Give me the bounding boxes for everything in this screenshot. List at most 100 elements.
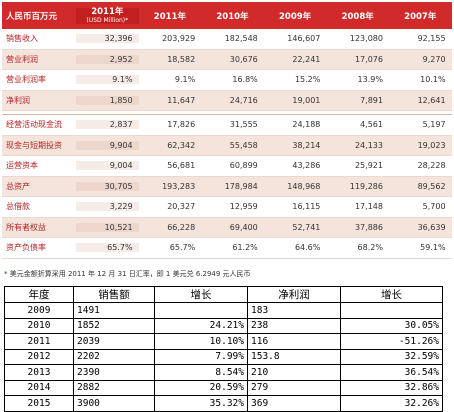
net-profit-cell: 279 (247, 379, 341, 396)
header-usd-year: 2011年 (91, 6, 124, 17)
usd-value-cell: 9,904 (76, 140, 139, 150)
year-cell: 2010 (4, 317, 74, 334)
value-cell: 7,891 (360, 95, 383, 105)
value-cell: 17,826 (167, 120, 196, 130)
profit-growth-cell: 36.54% (340, 364, 443, 381)
financial-table-header: 人民币百万元 2011年 (USD Million)* 2011年 2010年 … (2, 2, 452, 29)
row-label: 净利润 (6, 95, 30, 105)
net-profit-cell: 210 (247, 364, 341, 381)
financial-row: 现金与短期投资 9,904 62,342 55,458 38,214 24,133 19,0… (2, 135, 452, 156)
year-cell: 2012 (4, 348, 74, 365)
row-label: 销售收入 (6, 34, 38, 44)
financial-summary-table: 人民币百万元 2011年 (USD Million)* 2011年 2010年 … (2, 2, 452, 259)
row-label: 总资产 (6, 181, 30, 191)
net-profit-cell: 116 (247, 333, 341, 350)
net-profit-cell: 369 (247, 395, 341, 412)
row-label: 营业利润率 (6, 75, 46, 85)
sales-cell: 2882 (73, 379, 155, 396)
net-profit-cell: 238 (247, 317, 341, 334)
row-label: 资产负债率 (6, 243, 46, 253)
usd-value-cell: 3,229 (76, 202, 139, 212)
value-cell: 193,283 (162, 181, 196, 191)
value-cell: 24,188 (292, 120, 321, 130)
value-cell: 31,555 (229, 120, 258, 130)
value-cell: 15.2% (294, 75, 321, 85)
header-year: 2008年 (341, 11, 374, 22)
financial-row: 销售收入 32,396 203,929 182,548 146,607 123,080 92… (2, 29, 452, 50)
sales-growth-cell: 8.54% (154, 364, 248, 381)
value-cell: 52,741 (292, 222, 321, 232)
value-cell: 28,228 (417, 161, 446, 171)
row-label: 现金与短期投资 (6, 140, 62, 150)
value-cell: 203,929 (162, 34, 196, 44)
value-cell: 59.1% (420, 243, 446, 253)
year-cell: 2014 (4, 379, 74, 396)
table-row: 2010 1852 24.21% 238 30.05% (4, 317, 443, 334)
column-header-sales: 销售额 (73, 286, 155, 303)
header-year: 2011年 (153, 11, 186, 22)
profit-growth-cell: 30.05% (340, 317, 443, 334)
value-cell: 12,641 (417, 95, 446, 105)
usd-value-cell: 2,837 (76, 120, 139, 130)
financial-row: 资产负债率 65.7% 65.7% 61.2% 64.6% 68.2% 59.1% (2, 238, 452, 259)
sales-cell: 3900 (73, 395, 155, 412)
value-cell: 5,197 (422, 120, 446, 130)
growth-table: 年度 销售额 增长 净利润 增长 2009 1491 183 2010 1852 24.2… (4, 286, 443, 412)
value-cell: 89,562 (417, 181, 446, 191)
sales-cell: 1491 (73, 302, 155, 319)
sales-growth-cell: 20.59% (154, 379, 248, 396)
sales-cell: 2202 (73, 348, 155, 365)
value-cell: 9,270 (422, 54, 446, 64)
financial-row: 所有者权益 10,521 66,228 69,400 52,741 37,886 36,63… (2, 217, 452, 238)
value-cell: 16.8% (232, 75, 258, 85)
value-cell: 11,647 (167, 95, 196, 105)
value-cell: 17,148 (354, 202, 383, 212)
row-label: 总借款 (6, 202, 30, 212)
value-cell: 178,984 (224, 181, 258, 191)
sales-growth-cell: 35.32% (154, 395, 248, 412)
profit-growth-cell (340, 302, 443, 319)
usd-value-cell: 65.7% (76, 243, 139, 253)
usd-value-cell: 2,952 (76, 54, 139, 64)
column-header-year: 年度 (4, 286, 74, 303)
header-currency-label: 人民币百万元 (6, 11, 58, 22)
value-cell: 56,681 (167, 161, 196, 171)
year-cell: 2013 (4, 364, 74, 381)
value-cell: 62,342 (167, 140, 196, 150)
usd-value-cell: 1,850 (76, 95, 139, 105)
table-row: 2013 2390 8.54% 210 36.54% (4, 364, 443, 381)
value-cell: 5,700 (422, 202, 446, 212)
row-label: 营业利润 (6, 54, 38, 64)
value-cell: 20,327 (167, 202, 196, 212)
value-cell: 69,400 (229, 222, 258, 232)
sales-growth-cell: 7.99% (154, 348, 248, 365)
value-cell: 38,214 (292, 140, 321, 150)
financial-row: 营业利润 2,952 18,582 30,676 22,241 17,076 9,270 (2, 49, 452, 70)
header-year: 2010年 (216, 11, 249, 22)
table-row: 2015 3900 35.32% 369 32.26% (4, 395, 443, 412)
row-label: 经营活动现金流 (6, 120, 62, 130)
value-cell: 25,921 (354, 161, 383, 171)
value-cell: 182,548 (224, 34, 258, 44)
value-cell: 64.6% (294, 243, 321, 253)
usd-value-cell: 9.1% (76, 75, 139, 85)
value-cell: 92,155 (417, 34, 446, 44)
sales-growth-cell (154, 302, 248, 319)
financial-row: 运营资本 9,004 56,681 60,899 43,286 25,921 28,228 (2, 156, 452, 177)
currency-footnote: * 美元金额折算采用 2011 年 12 月 31 日汇率，即 1 美元兑 6.… (4, 270, 251, 278)
usd-value-cell: 32,396 (76, 34, 139, 44)
header-year: 2007年 (404, 11, 437, 22)
year-cell: 2015 (4, 395, 74, 412)
financial-row: 总资产 30,705 193,283 178,984 148,968 119,286 89,… (2, 176, 452, 197)
header-usd-unit: (USD Million)* (86, 16, 129, 24)
value-cell: 24,133 (354, 140, 383, 150)
header-year: 2009年 (278, 11, 312, 22)
value-cell: 9.1% (174, 75, 196, 85)
value-cell: 119,286 (349, 181, 383, 191)
value-cell: 66,228 (167, 222, 196, 232)
financial-row: 经营活动现金流 2,837 17,826 31,555 24,188 4,561 5,197 (2, 114, 452, 136)
value-cell: 43,286 (292, 161, 321, 171)
profit-growth-cell: 32.86% (340, 379, 443, 396)
year-cell: 2009 (4, 302, 74, 319)
value-cell: 12,959 (229, 202, 258, 212)
